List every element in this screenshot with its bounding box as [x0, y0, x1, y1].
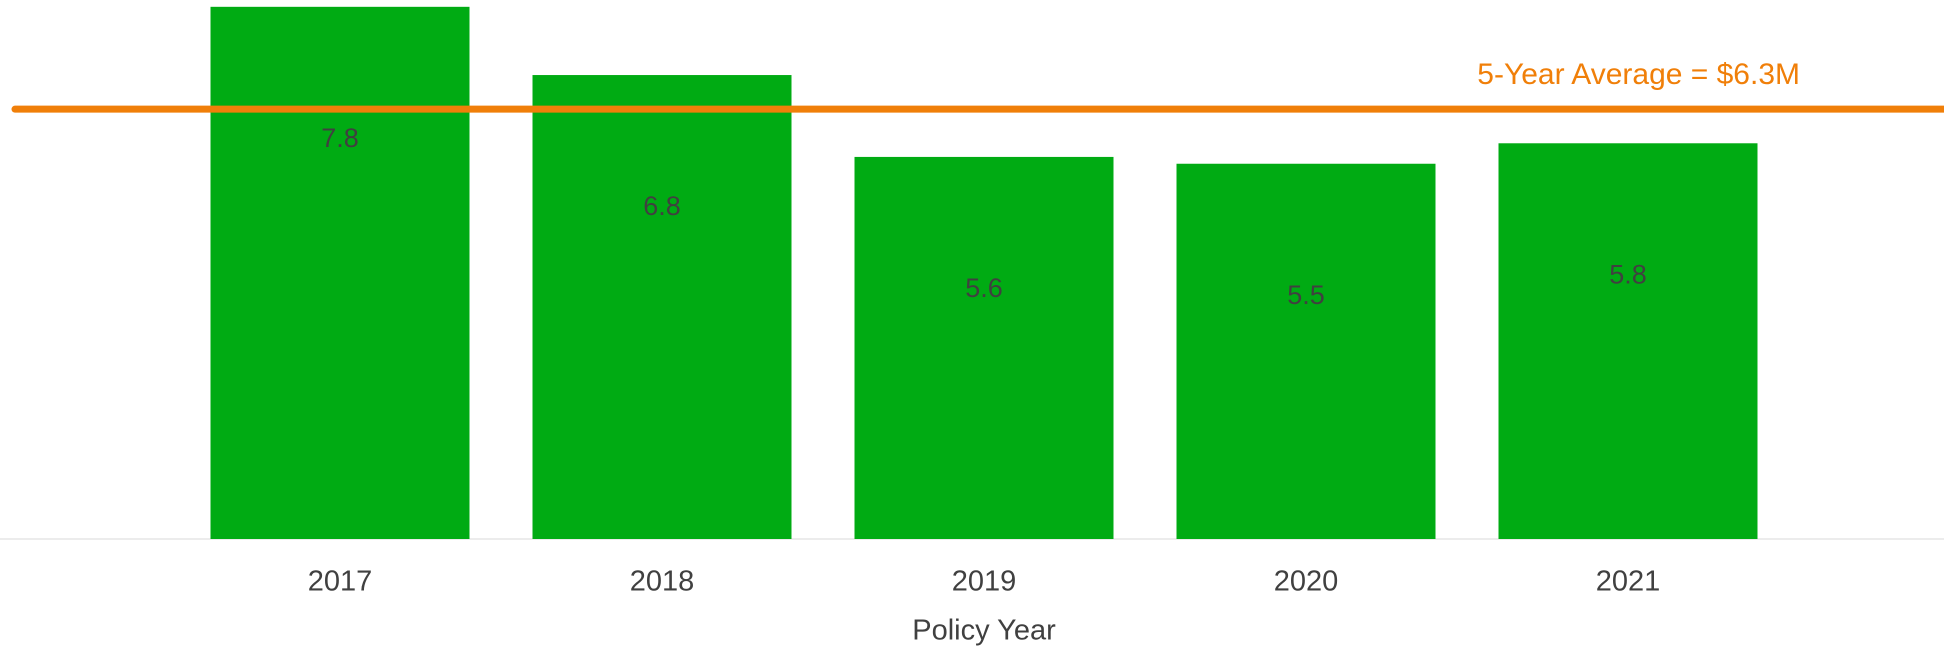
bar [854, 156, 1114, 539]
x-tick-label: 2017 [308, 566, 373, 598]
x-axis-title: Policy Year [912, 615, 1056, 647]
bar [1498, 143, 1758, 539]
x-tick-label: 2019 [952, 566, 1017, 598]
bar [1176, 163, 1436, 540]
x-tick-label: 2018 [630, 566, 695, 598]
data-label: 5.8 [1609, 259, 1647, 289]
data-label: 5.6 [965, 273, 1003, 303]
data-label: 6.8 [643, 191, 681, 221]
average-label: 5-Year Average = $6.3M [1477, 58, 1800, 91]
data-label: 5.5 [1287, 280, 1325, 310]
data-label: 7.8 [321, 123, 359, 153]
bar [210, 6, 470, 539]
x-tick-label: 2020 [1274, 566, 1339, 598]
bar [532, 75, 792, 540]
x-tick-label: 2021 [1596, 566, 1661, 598]
